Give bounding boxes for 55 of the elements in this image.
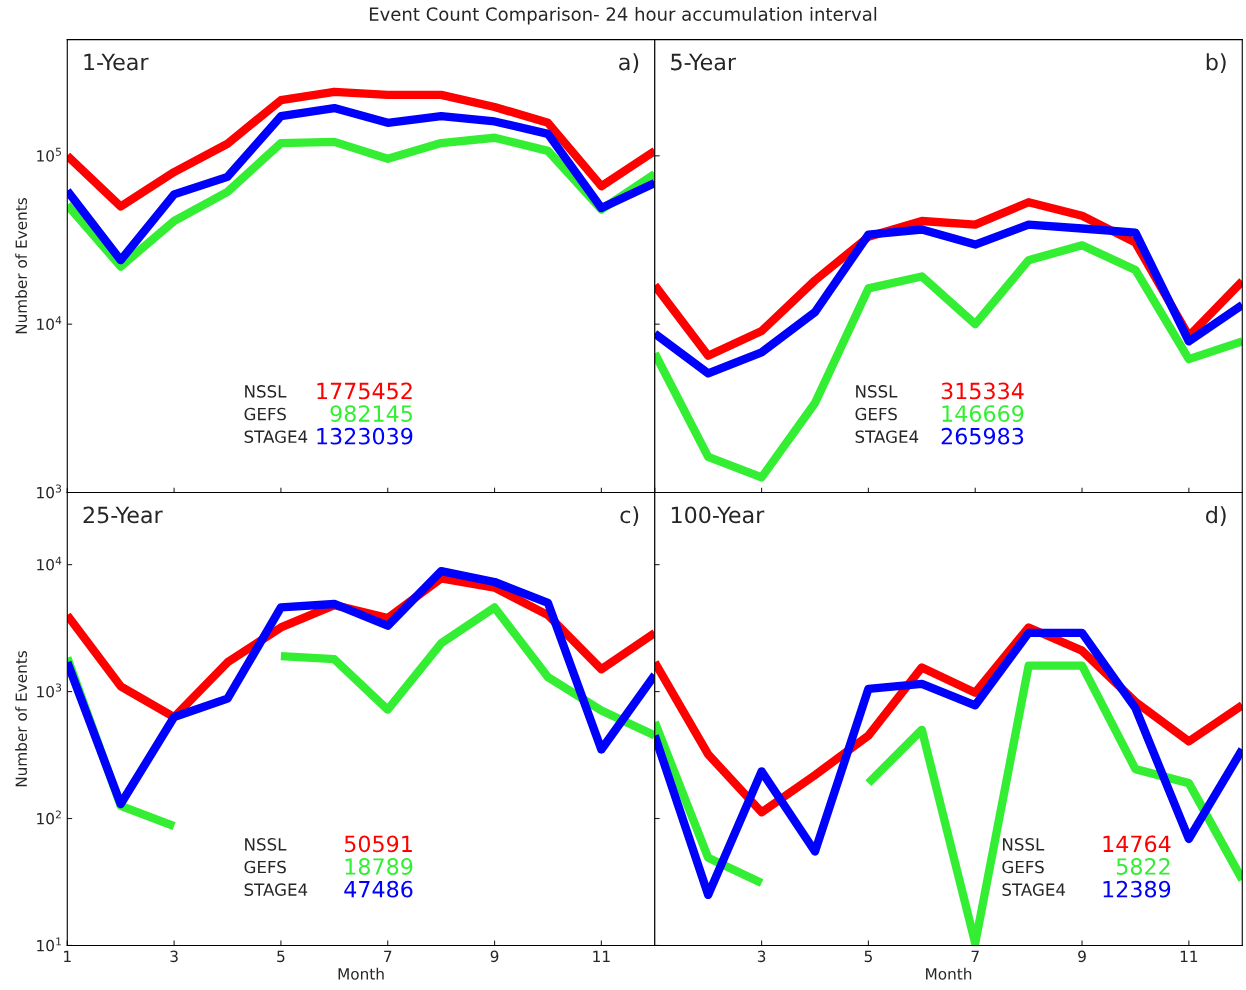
annotation: GEFS xyxy=(244,407,286,421)
annotation: 1323039 xyxy=(317,427,413,445)
annotation: 1775452 xyxy=(317,382,412,400)
annotation: STAGE4 xyxy=(855,430,919,444)
x-tick-label: 5 xyxy=(277,950,285,963)
annotation: NSSL xyxy=(856,385,898,398)
annotation: 25-Year xyxy=(83,506,163,524)
x-tick-label: 11 xyxy=(593,950,610,962)
annotation: 18789 xyxy=(345,858,413,875)
annotation: NSSL xyxy=(245,385,287,398)
y-axis-title: Number of Events xyxy=(15,650,28,787)
annotation: NSSL xyxy=(245,838,287,851)
x-tick-label: 9 xyxy=(490,950,499,963)
x-tick-label: 7 xyxy=(384,950,392,962)
annotation: GEFS xyxy=(244,860,286,874)
annotation: a) xyxy=(619,53,639,73)
y-tick-label: 10$^{4}$ xyxy=(37,316,62,331)
annotation: d) xyxy=(1206,506,1226,526)
y-tick-label: 10$^{5}$ xyxy=(37,147,61,162)
annotation: GEFS xyxy=(855,407,897,421)
chart-title: Event Count Comparison- 24 hour accumulation interval xyxy=(369,6,877,25)
annotation: 265983 xyxy=(941,427,1024,445)
x-tick-label: 11 xyxy=(1180,950,1198,962)
annotation: 5-Year xyxy=(671,53,737,71)
annotation: STAGE4 xyxy=(1002,883,1066,896)
annotation: 12389 xyxy=(1103,880,1171,898)
annotation: 982145 xyxy=(330,405,412,422)
y-tick-label: 10$^{2}$ xyxy=(37,810,61,825)
y-axis-title: Number of Events xyxy=(15,198,28,334)
x-tick-label: 3 xyxy=(170,950,178,963)
y-tick-label: 10$^{1}$ xyxy=(37,937,61,952)
x-axis-title: Month xyxy=(338,967,384,980)
x-axis-title: Month xyxy=(926,967,972,980)
annotation: b) xyxy=(1206,53,1226,73)
annotation: NSSL xyxy=(1003,838,1045,851)
y-tick-label: 10$^{4}$ xyxy=(37,556,62,571)
x-tick-label: 3 xyxy=(757,950,766,963)
annotation: 14764 xyxy=(1103,835,1171,853)
annotation: 5822 xyxy=(1116,858,1170,875)
x-tick-label: 5 xyxy=(864,950,872,963)
annotation: 47486 xyxy=(344,880,413,898)
x-tick-label: 7 xyxy=(971,950,979,962)
y-tick-label: 10$^{3}$ xyxy=(37,484,62,499)
annotation: STAGE4 xyxy=(244,430,308,444)
annotation: 100-Year xyxy=(671,506,765,524)
annotation: GEFS xyxy=(1002,860,1044,874)
annotation: 1-Year xyxy=(84,53,149,71)
annotation: STAGE4 xyxy=(244,883,308,896)
y-tick-label: 10$^{3}$ xyxy=(37,683,62,698)
annotation: 146669 xyxy=(942,405,1024,422)
annotation: 50591 xyxy=(344,835,412,853)
x-tick-label: 9 xyxy=(1078,950,1086,963)
annotation: 315334 xyxy=(941,382,1024,400)
annotation: c) xyxy=(620,506,639,526)
x-tick-label: 1 xyxy=(64,950,71,962)
